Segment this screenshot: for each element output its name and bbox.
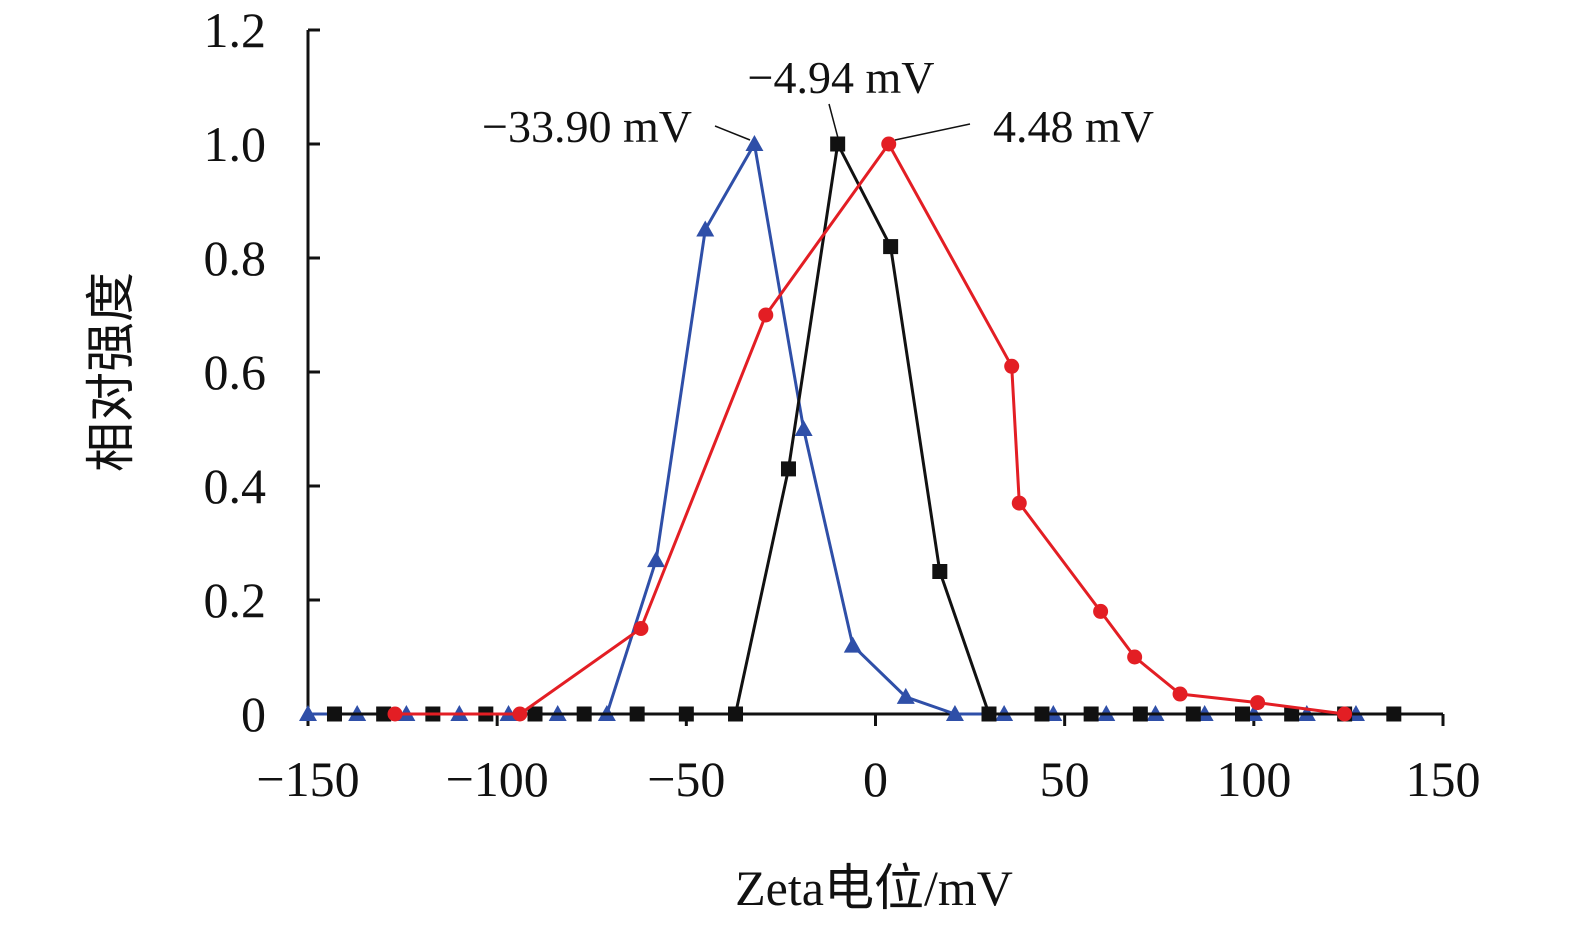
series-square	[326, 136, 1402, 722]
circle-marker	[1011, 495, 1027, 511]
series-layer	[299, 135, 1402, 722]
x-tick-label: −50	[647, 751, 725, 807]
triangle-marker	[696, 220, 715, 237]
square-marker	[326, 706, 342, 722]
circle-marker	[1093, 603, 1109, 619]
annotations: −33.90 mV −4.94 mV 4.48 mV	[482, 52, 1154, 152]
square-marker	[830, 136, 846, 152]
triangle-marker	[745, 135, 764, 151]
axes: 0 0.2 0.4 0.6 0.8 1.0 1.2 −150 −100 −50 0 50 100 150	[204, 2, 1481, 807]
y-tick-label: 0.8	[204, 230, 267, 286]
circle-marker	[387, 706, 403, 722]
triangle-marker	[647, 551, 666, 568]
x-tick-label: 0	[863, 751, 888, 807]
square-marker	[780, 461, 796, 477]
series-circle	[387, 136, 1353, 722]
y-tick-label: 1.2	[204, 2, 267, 58]
triangle-marker	[794, 420, 813, 436]
square-marker	[1132, 706, 1148, 722]
x-tick-label: 50	[1040, 751, 1090, 807]
series-line-circle	[395, 142, 1345, 716]
circle-marker	[1250, 695, 1266, 711]
peak-annotation: −33.90 mV	[482, 101, 692, 152]
circle-marker	[1127, 649, 1143, 665]
y-tick-label: 1.0	[204, 116, 267, 172]
square-marker	[883, 239, 899, 255]
square-marker	[1284, 706, 1300, 722]
circle-marker	[758, 307, 774, 323]
square-marker	[1234, 706, 1250, 722]
y-axis-title: 相对强度	[83, 272, 139, 472]
x-tick-label: −150	[256, 751, 359, 807]
square-marker	[728, 706, 744, 722]
x-tick-label: 150	[1406, 751, 1481, 807]
circle-marker	[1004, 358, 1020, 374]
circle-marker	[1172, 686, 1188, 702]
y-tick-label: 0.6	[204, 344, 267, 400]
triangle-marker	[299, 705, 317, 721]
peak-leader-line	[828, 103, 839, 139]
peak-annotation: 4.48 mV	[993, 101, 1154, 152]
square-marker	[1034, 706, 1050, 722]
y-tick-label: 0.2	[204, 572, 267, 628]
square-marker	[1185, 706, 1201, 722]
y-tick-label: 0.4	[204, 458, 267, 514]
triangle-marker	[843, 636, 862, 653]
circle-marker	[512, 706, 528, 722]
peak-annotation: −4.94 mV	[748, 52, 935, 103]
y-tick-label: 0	[241, 686, 266, 742]
square-marker	[527, 706, 543, 722]
peak-leader-line	[714, 125, 751, 141]
x-tick-label: 100	[1216, 751, 1291, 807]
circle-marker	[1337, 706, 1353, 722]
triangle-marker	[945, 705, 964, 721]
square-marker	[981, 706, 997, 722]
square-marker	[1083, 706, 1099, 722]
square-marker	[932, 564, 948, 579]
series-line-triangle	[308, 142, 1356, 716]
x-tick-label: −100	[446, 751, 549, 807]
triangle-marker	[896, 687, 915, 704]
square-marker	[576, 706, 592, 722]
x-axis-title: Zeta电位/mV	[735, 860, 1013, 916]
square-marker	[678, 706, 694, 722]
square-marker	[629, 706, 645, 722]
series-line-square	[334, 142, 1394, 716]
circle-marker	[881, 136, 897, 152]
square-marker	[376, 706, 392, 722]
circle-marker	[633, 621, 649, 636]
peak-leader-line	[894, 123, 971, 141]
square-marker	[1386, 706, 1402, 722]
